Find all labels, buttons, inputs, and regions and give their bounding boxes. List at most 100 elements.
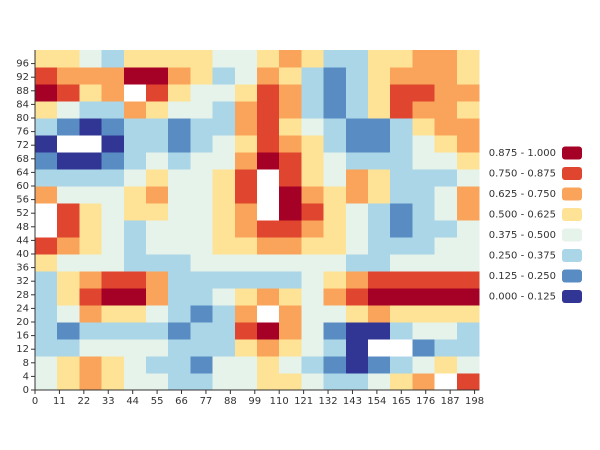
heatmap-cell xyxy=(79,67,103,85)
heatmap-cell xyxy=(301,356,325,374)
heatmap-cell xyxy=(212,118,236,136)
heatmap-cell xyxy=(279,254,302,272)
heatmap-cell xyxy=(190,67,214,85)
heatmap-cell xyxy=(101,203,125,221)
heatmap-cell xyxy=(101,186,125,204)
heatmap-cell xyxy=(168,288,191,306)
heatmap-cell xyxy=(123,67,147,85)
heatmap-cell xyxy=(279,220,302,238)
heatmap-cell xyxy=(146,101,169,119)
heatmap-cell xyxy=(168,254,191,272)
heatmap-cell xyxy=(57,50,80,68)
heatmap-cell xyxy=(412,288,436,306)
heatmap-cell xyxy=(35,254,58,272)
heatmap-cell xyxy=(168,118,191,136)
heatmap-cell xyxy=(345,220,369,238)
heatmap-cell xyxy=(123,135,147,153)
y-tick-label: 52 xyxy=(16,208,29,219)
heatmap-cell xyxy=(101,50,125,68)
x-tick-label: 110 xyxy=(270,396,289,407)
heatmap-cell xyxy=(456,373,480,391)
heatmap-cell xyxy=(412,50,436,68)
heatmap-cell xyxy=(79,203,103,221)
heatmap-cell xyxy=(323,254,347,272)
heatmap-cell xyxy=(212,305,236,323)
heatmap-cell xyxy=(146,186,169,204)
heatmap-cell xyxy=(234,220,258,238)
heatmap-cell xyxy=(368,203,391,221)
heatmap-cell xyxy=(257,186,280,204)
heatmap-cell xyxy=(368,254,391,272)
heatmap-cell xyxy=(434,67,458,85)
heatmap-cell xyxy=(101,339,125,357)
heatmap-cell xyxy=(456,271,480,289)
heatmap-cell xyxy=(190,186,214,204)
x-tick-label: 198 xyxy=(465,396,484,407)
y-tick-label: 76 xyxy=(16,127,29,138)
heatmap-cell xyxy=(35,237,58,255)
y-tick-label: 0 xyxy=(23,385,29,396)
heatmap-cell xyxy=(301,186,325,204)
heatmap-cell xyxy=(257,152,280,170)
heatmap-cell xyxy=(279,152,302,170)
heatmap-cell xyxy=(168,373,191,391)
heatmap-cell xyxy=(35,288,58,306)
heatmap-cell xyxy=(79,305,103,323)
heatmap-cell xyxy=(57,152,80,170)
heatmap-cell xyxy=(301,169,325,187)
heatmap-cell xyxy=(412,373,436,391)
heatmap-cell xyxy=(390,135,413,153)
heatmap-cell xyxy=(123,186,147,204)
heatmap-cell xyxy=(345,135,369,153)
heatmap-cell xyxy=(190,220,214,238)
heatmap-cell xyxy=(368,169,391,187)
heatmap-cell xyxy=(234,237,258,255)
heatmap-cell xyxy=(146,305,169,323)
heatmap-cell xyxy=(279,305,302,323)
heatmap-cell xyxy=(190,118,214,136)
heatmap-cell xyxy=(168,271,191,289)
heatmap-cell xyxy=(168,203,191,221)
heatmap-cell xyxy=(412,186,436,204)
heatmap-cell xyxy=(434,152,458,170)
heatmap-cell xyxy=(190,237,214,255)
heatmap-cell xyxy=(35,203,58,221)
heatmap-cell xyxy=(168,135,191,153)
heatmap-cell xyxy=(101,305,125,323)
y-tick-label: 88 xyxy=(16,86,29,97)
heatmap-cell xyxy=(146,322,169,340)
heatmap-cell xyxy=(412,356,436,374)
heatmap-cell xyxy=(190,288,214,306)
heatmap-cell xyxy=(390,152,413,170)
heatmap-cell xyxy=(412,203,436,221)
heatmap-cell xyxy=(190,254,214,272)
heatmap-cell xyxy=(146,67,169,85)
heatmap-cell xyxy=(301,322,325,340)
heatmap-cell xyxy=(212,322,236,340)
heatmap-cell xyxy=(345,152,369,170)
heatmap-cell xyxy=(323,84,347,102)
heatmap-cell xyxy=(168,169,191,187)
heatmap-cell xyxy=(345,373,369,391)
legend-label: 0.875 - 1.000 xyxy=(489,148,556,159)
heatmap-cell xyxy=(434,84,458,102)
heatmap-cell xyxy=(101,118,125,136)
heatmap-cell xyxy=(368,220,391,238)
legend-label: 0.000 - 0.125 xyxy=(489,292,556,303)
heatmap-cell xyxy=(212,203,236,221)
heatmap-cell xyxy=(434,339,458,357)
heatmap-cell xyxy=(323,271,347,289)
heatmap-cell xyxy=(323,135,347,153)
heatmap-cell xyxy=(234,118,258,136)
y-tick-label: 48 xyxy=(16,222,29,233)
heatmap-cell xyxy=(79,237,103,255)
heatmap-cell xyxy=(301,254,325,272)
heatmap-cell xyxy=(301,339,325,357)
heatmap-cell xyxy=(257,288,280,306)
heatmap-cell xyxy=(234,186,258,204)
heatmap-cell xyxy=(368,135,391,153)
heatmap-cell xyxy=(412,169,436,187)
heatmap-cell xyxy=(234,254,258,272)
heatmap-cell xyxy=(79,118,103,136)
heatmap-cell xyxy=(35,152,58,170)
